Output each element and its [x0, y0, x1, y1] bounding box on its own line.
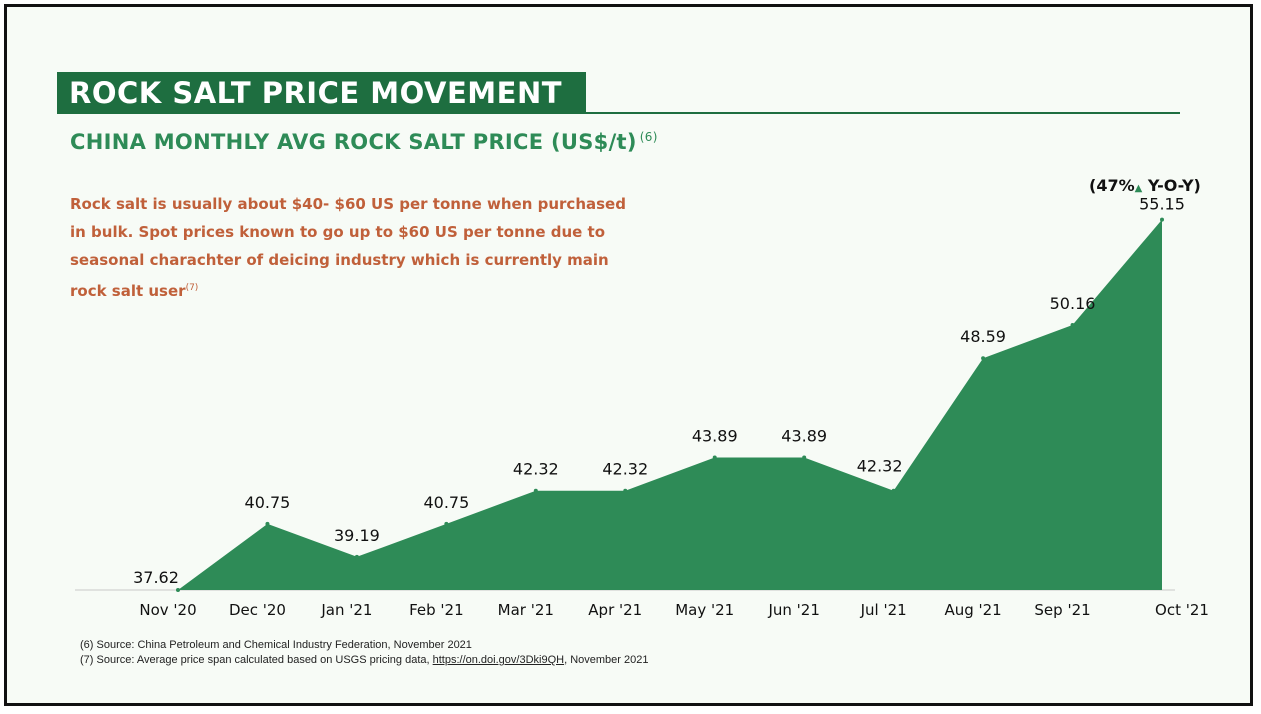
data-label: 40.75 [245, 493, 291, 512]
up-arrow-icon: ▲ [1134, 183, 1143, 194]
chart-subtitle: CHINA MONTHLY AVG ROCK SALT PRICE (US$/t… [70, 130, 658, 154]
x-tick-label: Mar '21 [498, 601, 554, 619]
x-tick-label: Jan '21 [320, 601, 372, 619]
data-point [1070, 323, 1075, 328]
price-note: Rock salt is usually about $40- $60 US p… [70, 190, 630, 305]
data-point [265, 521, 270, 526]
x-tick-label: Apr '21 [588, 601, 642, 619]
x-tick-label: May '21 [675, 601, 734, 619]
subtitle-reference: (6) [639, 130, 658, 144]
x-tick-label: Oct '21 [1155, 601, 1209, 619]
data-label: 55.15 [1139, 195, 1185, 214]
data-label: 48.59 [960, 327, 1006, 346]
footnote-6: (6) Source: China Petroleum and Chemical… [80, 639, 472, 651]
data-point [802, 455, 807, 460]
data-point [981, 356, 986, 361]
x-tick-label: Aug '21 [944, 601, 1001, 619]
footnote-7-suffix: , November 2021 [564, 654, 649, 666]
data-point [354, 554, 359, 559]
x-tick-label: Feb '21 [409, 601, 464, 619]
note-reference: (7) [185, 283, 199, 293]
price-area [178, 219, 1162, 590]
data-label: 37.62 [133, 568, 179, 587]
data-label: 50.16 [1050, 294, 1096, 313]
data-label: 43.89 [692, 427, 738, 446]
usgs-source-link[interactable]: https://on.doi.gov/3Dki9QH [432, 654, 565, 666]
data-point [533, 488, 538, 493]
data-point [1160, 217, 1164, 222]
data-point [176, 588, 180, 592]
data-label: 42.32 [513, 460, 559, 479]
data-point [712, 455, 717, 460]
yoy-prefix: (47% [1089, 176, 1135, 195]
yoy-change-label: (47%▲ Y-O-Y) [1089, 176, 1201, 195]
x-tick-label: Nov '20 [139, 601, 196, 619]
data-label: 39.19 [334, 526, 380, 545]
footnote-7: (7) Source: Average price span calculate… [80, 653, 648, 668]
title-divider [586, 112, 1180, 114]
price-note-text: Rock salt is usually about $40- $60 US p… [70, 195, 626, 300]
x-tick-label: Dec '20 [229, 601, 286, 619]
data-point [444, 521, 449, 526]
chart-subtitle-text: CHINA MONTHLY AVG ROCK SALT PRICE (US$/t… [70, 130, 637, 154]
data-label: 43.89 [781, 427, 827, 446]
data-point [891, 488, 896, 493]
x-tick-label: Sep '21 [1034, 601, 1090, 619]
page-title: ROCK SALT PRICE MOVEMENT [57, 72, 586, 114]
footnote-7-prefix: (7) Source: Average price span calculate… [80, 654, 433, 666]
data-point [623, 488, 628, 493]
data-label: 42.32 [857, 457, 903, 476]
data-label: 42.32 [602, 460, 648, 479]
footnotes: (6) Source: China Petroleum and Chemical… [80, 638, 648, 668]
data-label: 40.75 [423, 493, 469, 512]
x-tick-label: Jun '21 [767, 601, 819, 619]
x-tick-label: Jul '21 [860, 601, 907, 619]
yoy-suffix: Y-O-Y) [1142, 176, 1201, 195]
